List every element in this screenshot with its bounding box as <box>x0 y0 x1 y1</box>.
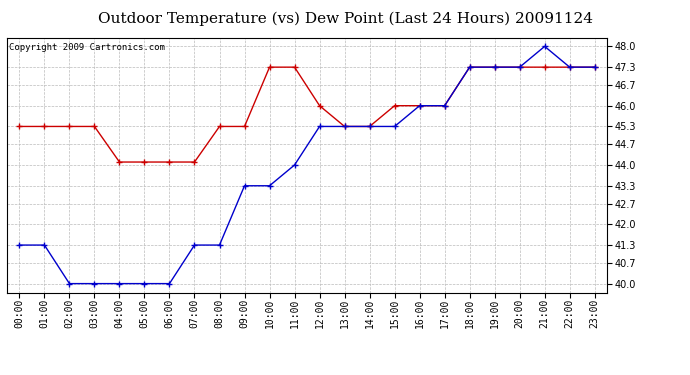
Text: Outdoor Temperature (vs) Dew Point (Last 24 Hours) 20091124: Outdoor Temperature (vs) Dew Point (Last… <box>97 11 593 26</box>
Text: Copyright 2009 Cartronics.com: Copyright 2009 Cartronics.com <box>9 43 165 52</box>
